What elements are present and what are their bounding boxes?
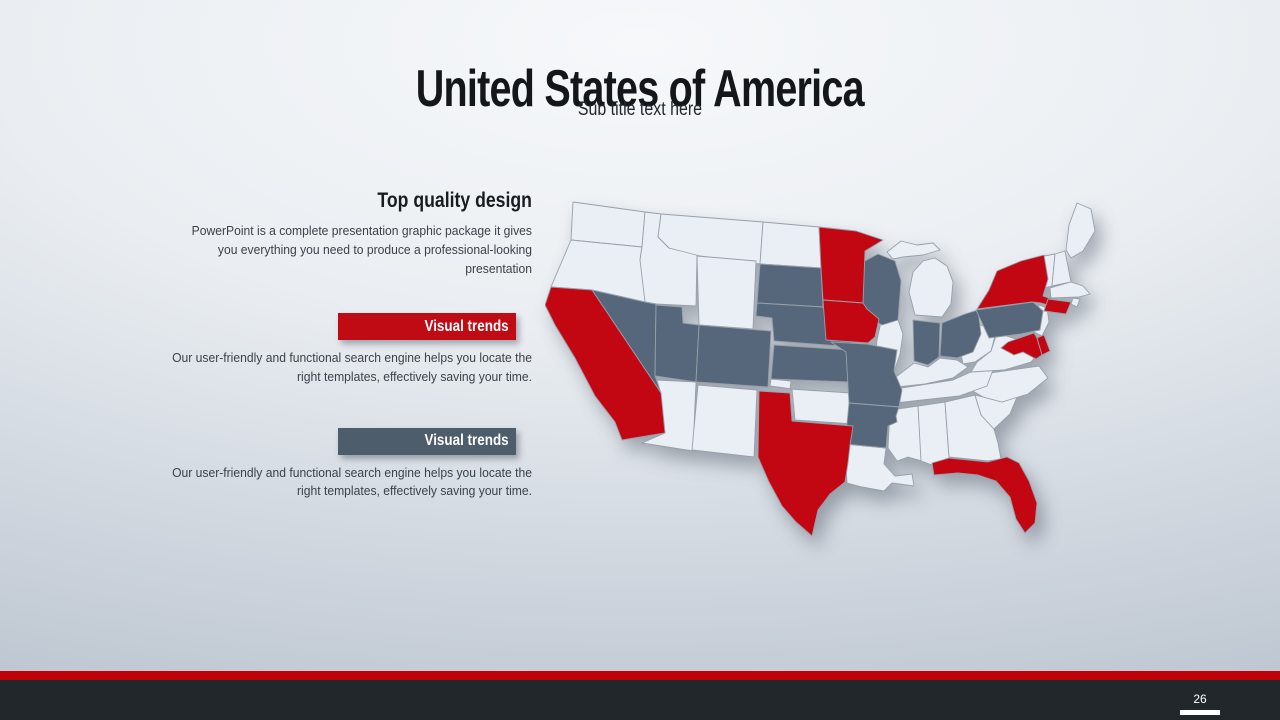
page-number-underline xyxy=(1180,710,1220,715)
page-subtitle: Sub title text here xyxy=(577,99,703,120)
state-MI xyxy=(886,240,954,318)
state-DE xyxy=(1036,334,1051,356)
banner-description: Our user-friendly and functional search … xyxy=(172,351,532,384)
state-AR xyxy=(844,402,900,449)
state-ND xyxy=(759,221,822,269)
state-ME xyxy=(1065,202,1096,259)
state-NM xyxy=(691,384,758,458)
state-LA xyxy=(844,443,915,492)
state-RI xyxy=(1070,297,1081,308)
page-title: United States of America xyxy=(415,59,865,118)
page-number: 26 xyxy=(1193,692,1207,706)
state-FL xyxy=(931,456,1038,534)
state-WA xyxy=(570,201,646,248)
title-block: United States of America xyxy=(0,26,1280,153)
state-NH xyxy=(1051,250,1072,287)
banner-description: Our user-friendly and functional search … xyxy=(172,465,532,499)
state-OH xyxy=(939,309,982,359)
visual-trends-banner-slate: Visual trends xyxy=(338,427,516,455)
banner-label: Visual trends xyxy=(424,317,509,335)
footer-accent-stripe xyxy=(0,671,1280,680)
state-MO xyxy=(830,341,903,408)
usa-map xyxy=(544,190,1105,550)
us-map-states xyxy=(544,201,1096,537)
visual-trends-banner-red: Visual trends xyxy=(338,313,516,340)
state-NY xyxy=(976,254,1061,310)
state-IA xyxy=(822,299,880,344)
state-MD xyxy=(1000,332,1043,360)
state-CO xyxy=(695,324,772,388)
state-MN xyxy=(818,226,884,304)
state-CA xyxy=(544,286,666,441)
left-column: Top quality design PowerPoint is a compl… xyxy=(160,189,532,501)
state-UT xyxy=(654,304,700,383)
section-intro-text: PowerPoint is a complete presentation gr… xyxy=(191,224,532,276)
state-KS xyxy=(770,344,853,383)
state-WY xyxy=(696,255,757,330)
section-heading: Top quality design xyxy=(377,189,532,212)
state-MA xyxy=(1049,281,1091,299)
state-TX xyxy=(757,390,854,537)
page-number-block: 26 xyxy=(1178,692,1222,715)
state-TN xyxy=(894,369,994,404)
state-SD xyxy=(756,263,824,308)
state-CT xyxy=(1043,298,1072,315)
state-IN xyxy=(912,319,941,366)
banner-label: Visual trends xyxy=(424,432,509,449)
footer-bar: 26 xyxy=(0,680,1280,720)
subtitle-block: Sub title text here xyxy=(0,99,1280,121)
